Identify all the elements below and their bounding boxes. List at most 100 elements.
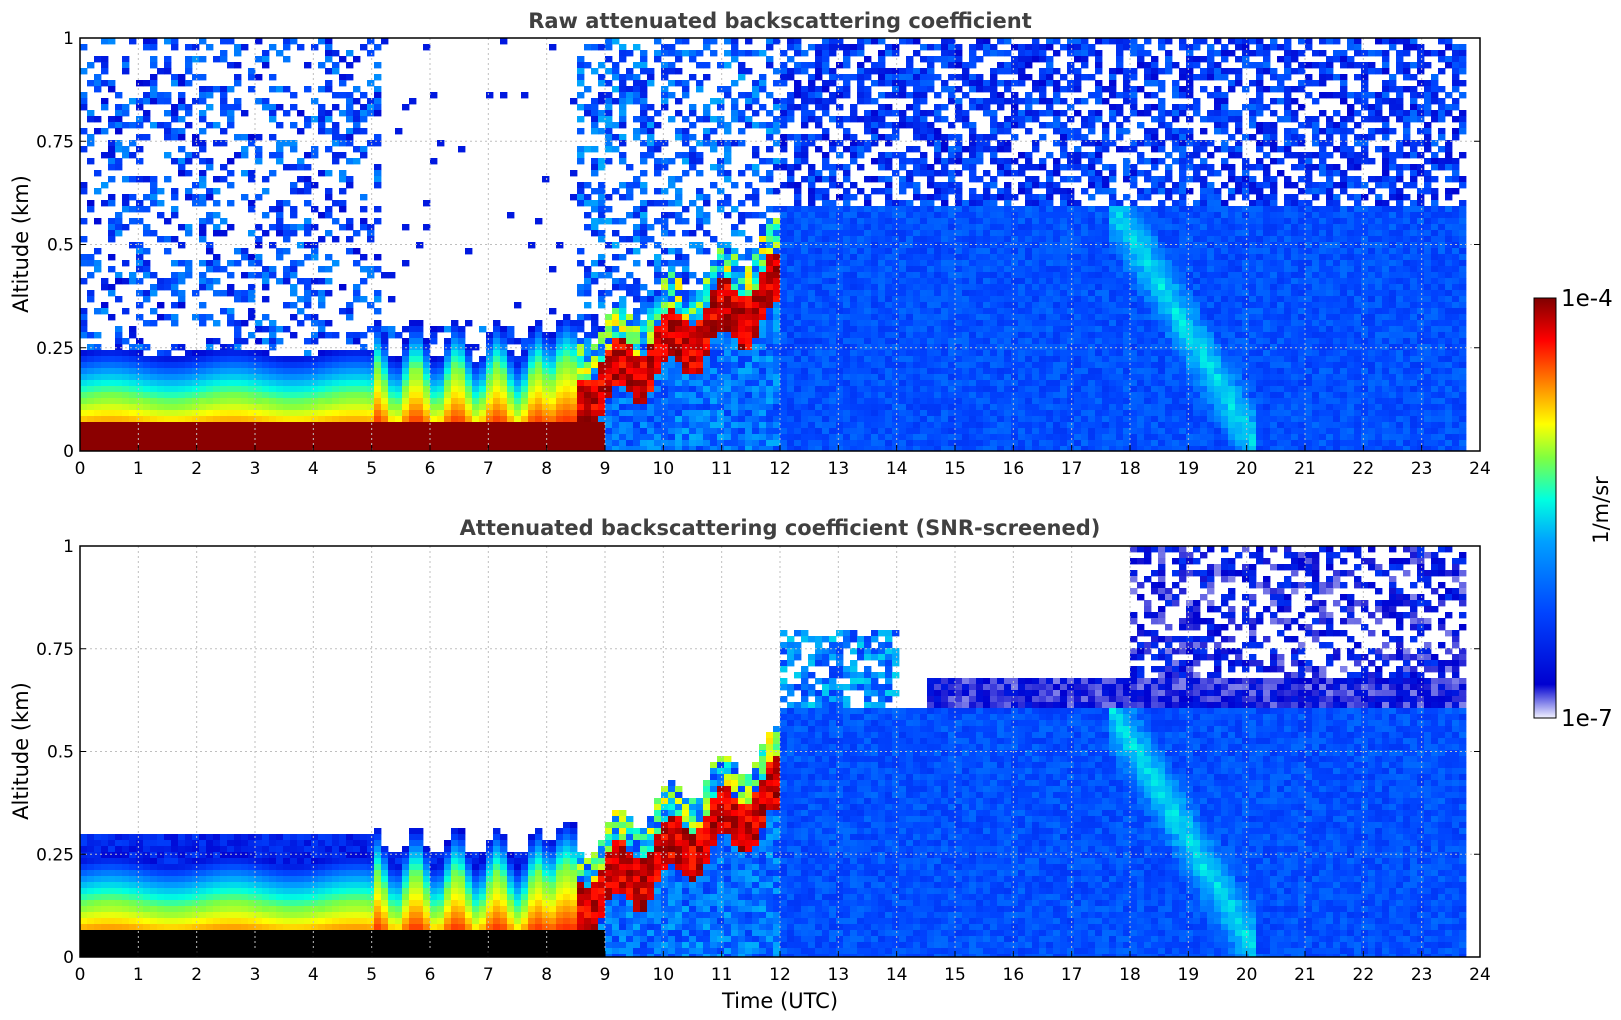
heatmap-cell: [899, 308, 907, 315]
heatmap-cell: [199, 422, 207, 429]
heatmap-cell: [626, 290, 634, 297]
heatmap-cell: [402, 434, 410, 441]
heatmap-cell: [290, 230, 298, 237]
heatmap-cell: [822, 356, 830, 363]
heatmap-cell: [416, 380, 424, 387]
heatmap-cell: [619, 278, 627, 285]
heatmap-cell: [864, 242, 872, 249]
heatmap-cell: [402, 224, 410, 231]
heatmap-cell: [122, 362, 130, 369]
heatmap-cell: [570, 422, 578, 429]
heatmap-cell: [682, 380, 690, 387]
heatmap-cell: [171, 446, 179, 451]
heatmap-cell: [773, 374, 781, 381]
heatmap-cell: [325, 392, 333, 399]
heatmap-cell: [122, 278, 130, 285]
heatmap-cell: [612, 134, 620, 141]
heatmap-cell: [248, 170, 256, 177]
heatmap-cell: [941, 56, 949, 63]
heatmap-cell: [605, 368, 613, 375]
heatmap-cell: [290, 404, 298, 411]
heatmap-cell: [864, 386, 872, 393]
heatmap-cell: [829, 224, 837, 231]
heatmap-cell: [948, 416, 956, 423]
heatmap-cell: [899, 38, 907, 45]
heatmap-cell: [563, 386, 571, 393]
heatmap-cell: [871, 278, 879, 285]
heatmap-cell: [864, 92, 872, 99]
heatmap-cell: [843, 338, 851, 345]
heatmap-cell: [857, 320, 865, 327]
heatmap-cell: [157, 350, 165, 357]
heatmap-cell: [738, 116, 746, 123]
heatmap-cell: [829, 170, 837, 177]
heatmap-cell: [612, 230, 620, 237]
heatmap-cell: [682, 92, 690, 99]
heatmap-cell: [458, 428, 466, 435]
heatmap-cell: [682, 362, 690, 369]
heatmap-cell: [948, 368, 956, 375]
heatmap-cell: [941, 398, 949, 405]
heatmap-cell: [535, 374, 543, 381]
heatmap-cell: [423, 428, 431, 435]
heatmap-cell: [325, 146, 333, 153]
heatmap-cell: [122, 350, 130, 357]
heatmap-cell: [696, 62, 704, 69]
heatmap-cell: [850, 242, 858, 249]
heatmap-cell: [682, 356, 690, 363]
heatmap-cell: [899, 350, 907, 357]
heatmap-cell: [878, 422, 886, 429]
heatmap-cell: [682, 260, 690, 267]
heatmap-cell: [248, 200, 256, 207]
heatmap-cell: [801, 332, 809, 339]
heatmap-cell: [696, 404, 704, 411]
heatmap-cell: [864, 434, 872, 441]
heatmap-cell: [262, 350, 270, 357]
heatmap-cell: [297, 176, 305, 183]
heatmap-cell: [787, 38, 795, 45]
heatmap-cell: [787, 434, 795, 441]
heatmap-cell: [451, 320, 459, 327]
heatmap-cell: [171, 314, 179, 321]
heatmap-cell: [150, 62, 158, 69]
heatmap-cell: [633, 326, 641, 333]
heatmap-cell: [332, 236, 340, 243]
heatmap-cell: [339, 308, 347, 315]
heatmap-cell: [780, 374, 788, 381]
heatmap-cell: [871, 392, 879, 399]
heatmap-cell: [857, 230, 865, 237]
heatmap-cell: [780, 278, 788, 285]
heatmap-cell: [304, 380, 312, 387]
heatmap-cell: [801, 374, 809, 381]
heatmap-cell: [458, 380, 466, 387]
heatmap-cell: [794, 104, 802, 111]
heatmap-cell: [857, 446, 865, 451]
heatmap-cell: [528, 392, 536, 399]
heatmap-cell: [633, 206, 641, 213]
heatmap-cell: [913, 230, 921, 237]
heatmap-cell: [843, 440, 851, 447]
heatmap-cell: [269, 170, 277, 177]
heatmap-cell: [759, 374, 767, 381]
heatmap-cell: [787, 296, 795, 303]
heatmap-cell: [885, 266, 893, 273]
heatmap-cell: [507, 440, 515, 447]
heatmap-cell: [248, 446, 256, 451]
heatmap-cell: [892, 362, 900, 369]
heatmap-cell: [955, 236, 963, 243]
heatmap-cell: [927, 404, 935, 411]
heatmap-cell: [605, 98, 613, 105]
heatmap-cell: [864, 446, 872, 451]
heatmap-cell: [339, 368, 347, 375]
heatmap-cell: [402, 416, 410, 423]
heatmap-cell: [780, 140, 788, 147]
heatmap-cell: [948, 92, 956, 99]
heatmap-cell: [794, 440, 802, 447]
heatmap-cell: [948, 122, 956, 129]
heatmap-cell: [780, 314, 788, 321]
heatmap-cell: [948, 356, 956, 363]
heatmap-cell: [619, 314, 627, 321]
heatmap-cell: [864, 350, 872, 357]
heatmap-cell: [885, 68, 893, 75]
heatmap-cell: [486, 398, 494, 405]
